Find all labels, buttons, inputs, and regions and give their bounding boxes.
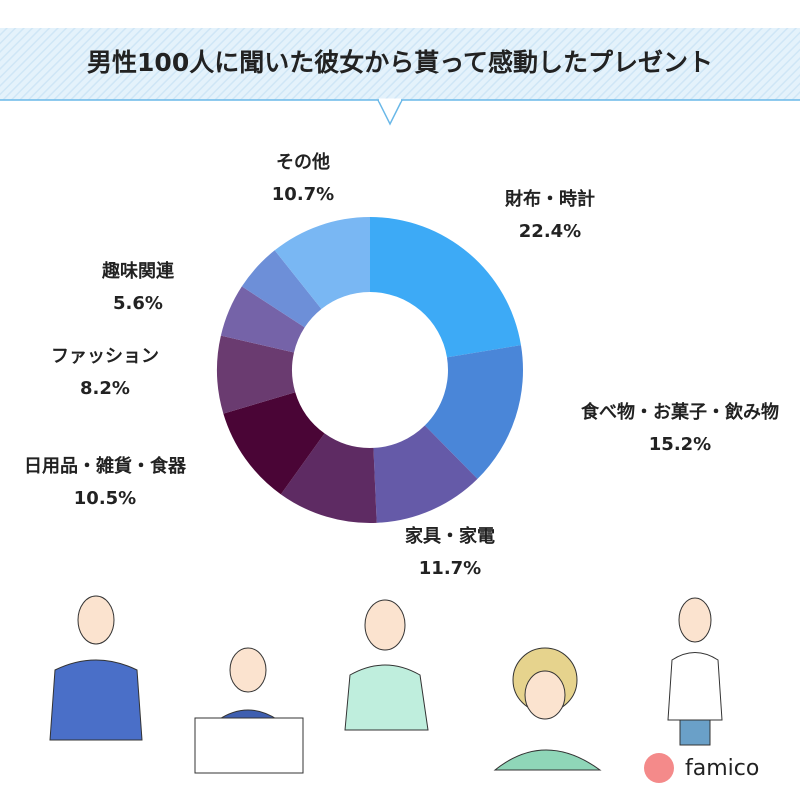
slice-label: 家具・家電 <box>405 525 495 547</box>
person <box>667 597 723 746</box>
slice-value-label: 22.4% <box>519 221 581 242</box>
slice-label: 食べ物・お菓子・飲み物 <box>580 401 779 423</box>
brand: famico <box>685 756 759 781</box>
donut-slice <box>223 392 325 495</box>
slice-value-label: 10.7% <box>272 184 334 205</box>
donut-slice <box>373 425 478 523</box>
donut-slice <box>424 345 523 479</box>
person <box>49 595 143 741</box>
person <box>493 647 602 771</box>
slice-value-label: 8.2% <box>80 378 130 399</box>
title-banner <box>0 28 800 126</box>
slice-value-label: 15.2% <box>649 434 711 455</box>
slice-label: 財布・時計 <box>505 188 595 210</box>
illustrations <box>49 595 723 783</box>
person <box>344 599 429 731</box>
donut-slice <box>217 335 296 414</box>
slice-label: ファッション <box>51 346 159 367</box>
logo-icon <box>644 753 674 783</box>
slice-value-label: 11.7% <box>419 558 481 579</box>
person <box>194 647 304 774</box>
donut-slice <box>220 286 305 353</box>
slice-label: 日用品・雑貨・食器 <box>24 455 187 477</box>
donut-slice <box>274 217 370 309</box>
slice-label: その他 <box>276 151 330 173</box>
chart-title: 男性100人に聞いた彼女から貰って感動したプレゼント <box>87 48 713 77</box>
slice-value-label: 10.5% <box>74 488 136 509</box>
slice-label: 趣味関連 <box>101 260 175 282</box>
donut-slice <box>370 217 521 358</box>
slice-value-label: 5.6% <box>113 293 163 314</box>
donut-slice <box>241 250 322 328</box>
donut-slice <box>280 433 377 523</box>
